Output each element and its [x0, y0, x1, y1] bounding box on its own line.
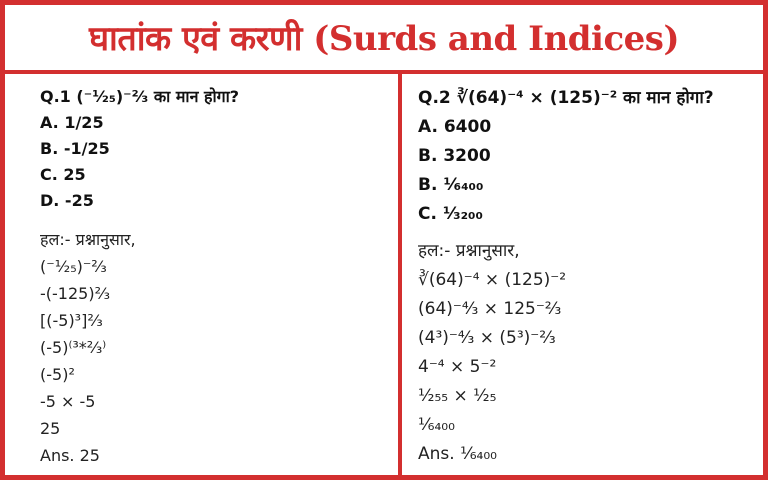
solution-line: ∛(64)⁻⁴ × (125)⁻² [418, 270, 567, 290]
option-b: B. 3200 [418, 146, 491, 166]
solution-line: -(-125)²⁄₃ [40, 284, 111, 303]
solution-line: [(-5)³]²⁄₃ [40, 311, 103, 330]
title-divider [0, 70, 768, 74]
option-b-2: B. ¹⁄₆₄₀₀ [418, 175, 484, 195]
solution-line: (64)⁻⁴⁄₃ × 125⁻²⁄₃ [418, 299, 562, 319]
option-c: C. 25 [40, 165, 86, 184]
answer-line: Ans. ¹⁄₆₄₀₀ [418, 444, 497, 464]
answer-line: Ans. 25 [40, 446, 100, 465]
solution-line: हल:- प्रश्नानुसार, [40, 230, 136, 249]
solution-2: हल:- प्रश्नानुसार, ∛(64)⁻⁴ × (125)⁻² (64… [418, 237, 758, 469]
solution-line: -5 × -5 [40, 392, 96, 411]
question-1-panel: Q.1 (⁻¹⁄₂₅)⁻²⁄₃ का मान होगा? A. 1/25 B. … [40, 84, 390, 469]
solution-line: हल:- प्रश्नानुसार, [418, 241, 520, 261]
question-2-text: Q.2 ∛(64)⁻⁴ × (125)⁻² का मान होगा? [418, 88, 714, 108]
solution-line: (-5)² [40, 365, 75, 384]
solution-line: (⁻¹⁄₂₅)⁻²⁄₃ [40, 257, 107, 276]
solution-line: (-5)⁽³*²⁄₃⁾ [40, 338, 107, 357]
option-c: C. ¹⁄₃₂₀₀ [418, 204, 483, 224]
option-a: A. 6400 [418, 117, 492, 137]
question-2-panel: Q.2 ∛(64)⁻⁴ × (125)⁻² का मान होगा? A. 64… [418, 84, 758, 469]
option-d: D. -25 [40, 191, 94, 210]
solution-line: 25 [40, 419, 61, 438]
solution-line: (4³)⁻⁴⁄₃ × (5³)⁻²⁄₃ [418, 328, 556, 348]
solution-line: ¹⁄₆₄₀₀ [418, 415, 455, 435]
option-a: A. 1/25 [40, 113, 104, 132]
solution-line: ¹⁄₂₅₅ × ¹⁄₂₅ [418, 386, 497, 406]
solution-line: 4⁻⁴ × 5⁻² [418, 357, 497, 377]
solution-1: हल:- प्रश्नानुसार, (⁻¹⁄₂₅)⁻²⁄₃ -(-125)²⁄… [40, 226, 390, 469]
option-b: B. -1/25 [40, 139, 110, 158]
question-1-text: Q.1 (⁻¹⁄₂₅)⁻²⁄₃ का मान होगा? [40, 87, 240, 106]
page-title: घातांक एवं करणी (Surds and Indices) [88, 19, 680, 59]
column-divider [398, 70, 402, 480]
